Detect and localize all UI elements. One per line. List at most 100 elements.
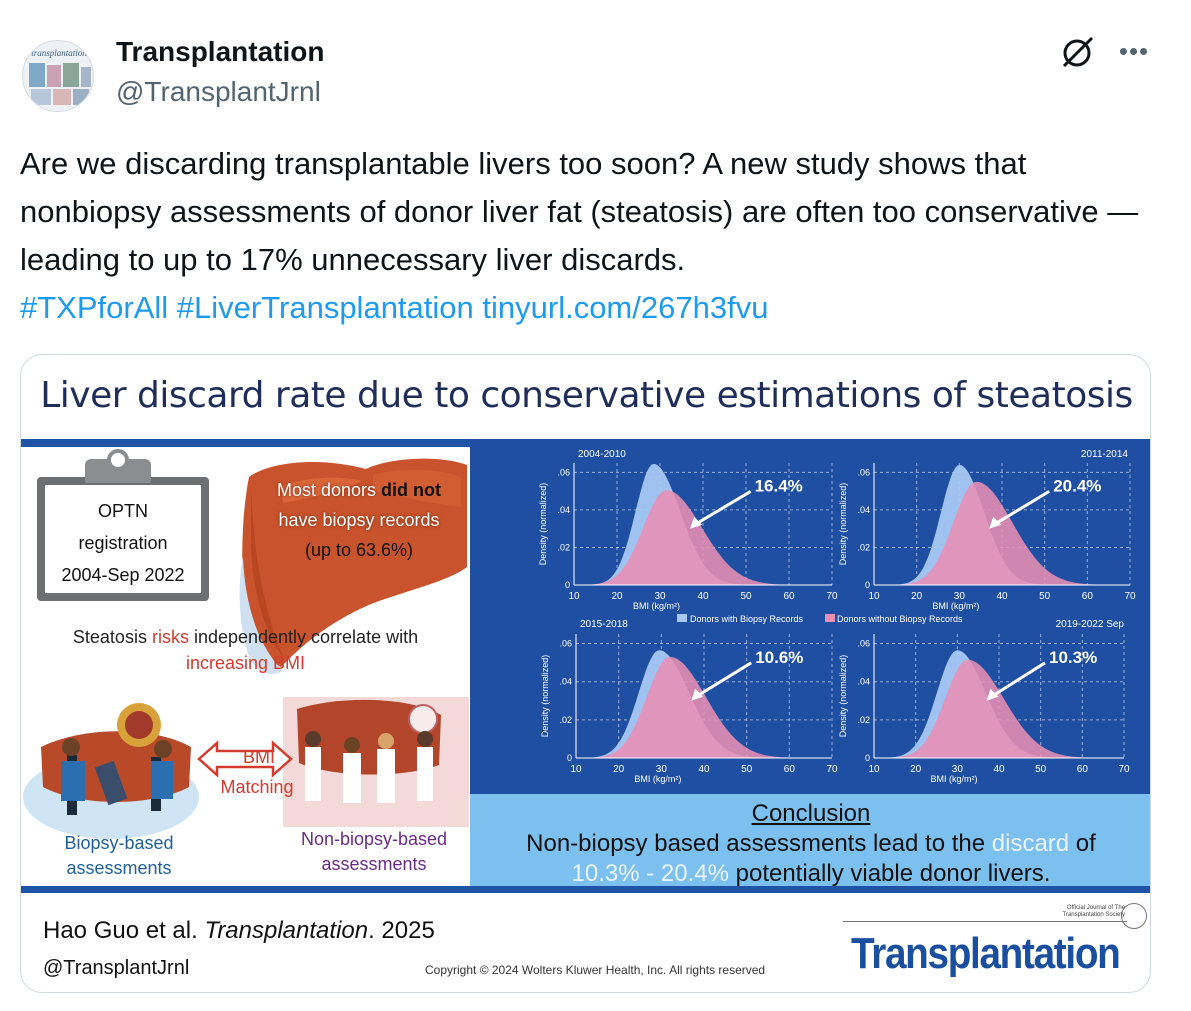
- chart-legend: Donors with Biopsy Records Donors withou…: [677, 614, 963, 624]
- y-tick-label: .06: [857, 639, 870, 649]
- x-tick-label: 20: [613, 764, 625, 775]
- biopsy-based-label: Biopsy-based assessments: [35, 831, 203, 881]
- area-no-biopsy: [882, 659, 1124, 758]
- x-tick-label: 40: [993, 764, 1005, 775]
- grok-icon[interactable]: [1058, 32, 1098, 72]
- annotation-arrow: [698, 661, 752, 697]
- area-no-biopsy: [882, 481, 1130, 585]
- x-tick-label: 60: [1077, 764, 1089, 775]
- tweet-link[interactable]: tinyurl.com/267h3fvu: [482, 290, 769, 325]
- y-tick-label: .06: [557, 467, 570, 477]
- conclusion-line1-post: of: [1069, 830, 1096, 857]
- x-tick-label: 30: [952, 764, 964, 775]
- conclusion-line-2: 10.3% - 20.4% potentially viable donor l…: [470, 860, 1150, 888]
- avatar-label: transplantation: [31, 48, 87, 58]
- bmi-label: BMI: [242, 747, 275, 767]
- y-tick-label: .04: [559, 677, 572, 687]
- x-tick-label: 10: [570, 764, 582, 775]
- y-tick-label: .02: [557, 542, 570, 552]
- x-tick-label: 50: [741, 764, 753, 775]
- period-label: 2004-2010: [578, 449, 626, 460]
- tweet-main-text: Are we discarding transplantable livers …: [20, 146, 1139, 277]
- citation-year: . 2025: [368, 917, 435, 944]
- journal-seal-icon: [1121, 903, 1147, 929]
- avatar-image: transplantation: [23, 41, 93, 111]
- footer-divider: [21, 886, 1150, 893]
- density-chart-4: 10 20 30 40 50 60 70 0 .02 .04 .06 BMI (kg/m²) Densi…: [838, 619, 1130, 784]
- y-tick-label: .02: [857, 542, 870, 552]
- period-label: 2011-2014: [1081, 449, 1129, 460]
- hashtag-livertransplantation[interactable]: #LiverTransplantation: [176, 290, 474, 325]
- media-image[interactable]: Liver discard rate due to conservative e…: [20, 354, 1151, 993]
- hashtag-txpforall[interactable]: #TXPforAll: [20, 290, 169, 325]
- x-tick-label: 20: [910, 764, 922, 775]
- footer-handle: @TransplantJrnl: [43, 957, 190, 979]
- steatosis-statement: Steatosis risks independently correlate …: [21, 627, 470, 648]
- annotation-arrowhead: [989, 516, 1002, 529]
- x-tick-label: 20: [611, 591, 623, 602]
- y-tick-label: .04: [857, 677, 870, 687]
- y-tick-label: .02: [857, 715, 870, 725]
- y-tick-label: .06: [857, 467, 870, 477]
- x-axis-label: BMI (kg/m²): [931, 774, 978, 784]
- avatar[interactable]: transplantation: [22, 40, 94, 112]
- legend-label-biopsy: Donors with Biopsy Records: [690, 614, 804, 624]
- x-tick-label: 70: [826, 764, 838, 775]
- handle[interactable]: @TransplantJrnl: [116, 76, 321, 107]
- matching-label: Matching: [220, 777, 294, 797]
- legend-swatch-biopsy: [677, 614, 687, 622]
- y-tick-label: .02: [559, 715, 572, 725]
- annotation-value: 10.3%: [1049, 648, 1097, 667]
- x-tick-label: 10: [868, 764, 880, 775]
- liver-caption-pre: Most donors: [276, 480, 382, 500]
- clipboard-ring: [107, 449, 129, 471]
- annotation-value: 10.6%: [755, 648, 803, 667]
- liver-caption: Most donors did not have biopsy records …: [249, 475, 469, 565]
- steatosis-pre: Steatosis: [72, 627, 152, 647]
- density-chart-2: 10 20 30 40 50 60 70 0 .02 .04 .06 BMI (kg/m²) Densi…: [838, 449, 1136, 611]
- x-tick-label: 40: [698, 764, 710, 775]
- annotation-arrow: [697, 490, 752, 524]
- y-tick-label: .04: [557, 505, 570, 515]
- x-tick-label: 60: [784, 764, 796, 775]
- steatosis-line-2: increasing BMI: [185, 653, 306, 673]
- left-illustrations: [23, 458, 469, 839]
- non-biopsy-based-label: Non-biopsy-based assessments: [279, 827, 469, 877]
- more-icon[interactable]: •••: [1118, 36, 1150, 66]
- tweet-text: Are we discarding transplantable livers …: [20, 140, 1170, 332]
- biopsy-label-line2: assessments: [66, 858, 172, 878]
- display-name[interactable]: Transplantation: [116, 36, 325, 67]
- left-panel: OPTN registration 2004-Sep 2022 Most don…: [21, 447, 470, 886]
- x-tick-label: 30: [656, 764, 668, 775]
- conclusion-title: Conclusion: [751, 800, 871, 827]
- y-tick-label: .06: [559, 639, 572, 649]
- x-tick-label: 30: [654, 591, 666, 602]
- x-tick-label: 70: [1118, 764, 1130, 775]
- legend-swatch-nobiopsy: [825, 614, 835, 622]
- x-tick-label: 70: [826, 591, 838, 602]
- clipboard-text: OPTN registration 2004-Sep 2022: [45, 495, 201, 591]
- y-axis-label: Density (normalized): [538, 483, 548, 566]
- liver-caption-bold: did not: [381, 480, 442, 500]
- density-chart-1: 10 20 30 40 50 60 70 0 .02 .04 .06 BMI (kg/m²) Densi…: [538, 449, 838, 611]
- liver-caption-line2: have biopsy records: [278, 510, 440, 530]
- x-tick-label: 30: [954, 591, 966, 602]
- x-tick-label: 50: [1035, 764, 1047, 775]
- steatosis-post: independently correlate with: [188, 627, 419, 647]
- steatosis-risks: risks: [151, 627, 189, 647]
- x-tick-label: 60: [783, 591, 795, 602]
- journal-tagline: Official Journal of The Transplantation …: [1062, 905, 1125, 918]
- y-axis-label: Density (normalized): [838, 655, 848, 738]
- x-tick-label: 60: [1082, 591, 1094, 602]
- period-label: 2019-2022 Sep: [1056, 619, 1125, 630]
- clipboard-line-3: 2004-Sep 2022: [61, 565, 185, 585]
- x-axis-label: BMI (kg/m²): [932, 601, 979, 611]
- x-tick-label: 50: [740, 591, 752, 602]
- annotation-arrow: [996, 490, 1050, 524]
- journal-logo: Transplantation: [851, 929, 1121, 978]
- x-axis-label: BMI (kg/m²): [634, 774, 681, 784]
- tweet-header: transplantation Transplantation @Transpl…: [22, 30, 1172, 112]
- y-axis-label: Density (normalized): [838, 483, 848, 566]
- density-charts-panel: Donors with Biopsy Records Donors withou…: [470, 439, 1150, 794]
- y-axis-label: Density (normalized): [540, 655, 550, 738]
